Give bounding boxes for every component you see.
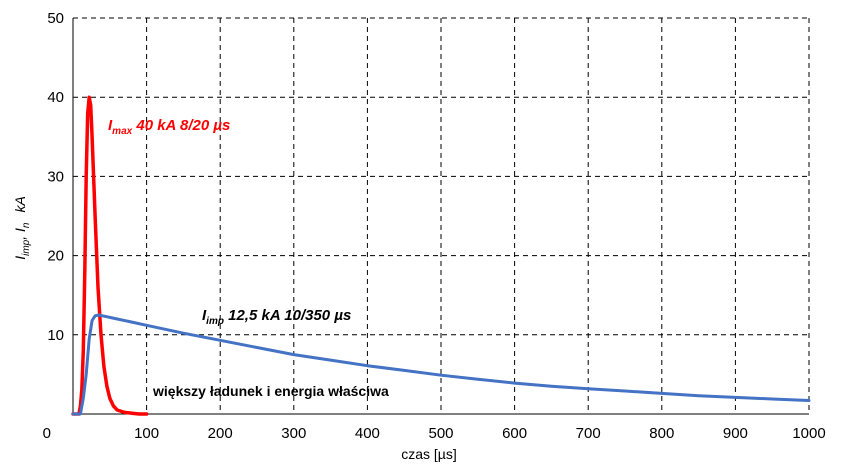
x-axis-title: czas [µs] (401, 446, 457, 462)
x-tick-label: 600 (502, 425, 527, 442)
x-tick-label: 700 (576, 425, 601, 442)
y-tick-label: 50 (47, 10, 64, 27)
annotation-iimp: Iimp 12,5 kA 10/350 µs (202, 307, 351, 327)
axes (72, 18, 809, 415)
y-tick-label: 40 (47, 89, 64, 106)
x-tick-label: 800 (649, 425, 674, 442)
x-tick-label: 900 (723, 425, 748, 442)
grid (73, 17, 810, 414)
x-tick-label: 200 (208, 425, 233, 442)
y-tick-label-origin: 0 (43, 425, 51, 442)
annotation-imax: Imax 40 kA 8/20 µs (108, 117, 230, 137)
series-line-iimp (71, 313, 811, 416)
x-tick-label: 300 (281, 425, 306, 442)
y-axis-title: Iimp, InkA (12, 196, 32, 260)
y-tick-label: 20 (47, 248, 64, 265)
x-tick-label: 400 (355, 425, 380, 442)
annotation-note: większy ładunek i energia właściwa (152, 383, 389, 399)
x-tick-label: 100 (134, 425, 159, 442)
x-tick-label: 500 (428, 425, 453, 442)
series-line-imax (71, 95, 149, 416)
y-tick-label: 10 (47, 327, 64, 344)
series (71, 95, 811, 416)
y-tick-label: 30 (47, 168, 64, 185)
x-tick-label: 1000 (792, 425, 825, 442)
